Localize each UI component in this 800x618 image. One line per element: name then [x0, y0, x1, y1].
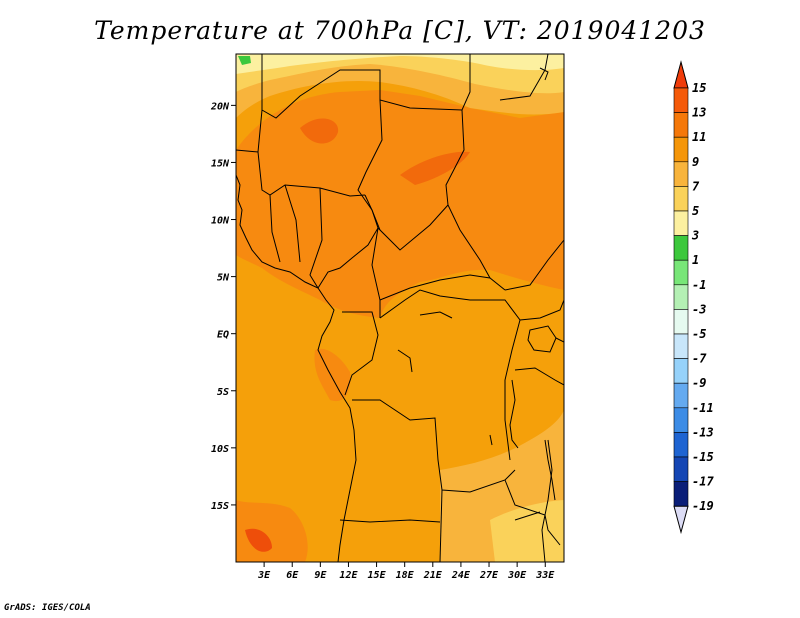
border-segment — [519, 299, 564, 321]
colorbar-box — [673, 112, 689, 138]
colorbar-box — [673, 407, 689, 433]
border-segment — [504, 239, 564, 291]
colorbar-label: 9 — [692, 155, 699, 169]
lake-malawi — [544, 439, 556, 501]
colorbar-box — [673, 309, 689, 335]
colorbar-box — [673, 210, 689, 236]
border-segment — [379, 289, 521, 461]
colorbar-box — [673, 432, 689, 458]
colorbar-label: -15 — [692, 450, 714, 464]
border-segment — [419, 311, 453, 319]
longitude-axis: 3E 6E 9E 12E 15E 18E 21E 24E 27E 30E 33E — [257, 562, 555, 581]
temperature-field — [236, 54, 564, 562]
border-segment — [541, 439, 553, 562]
border-segment — [539, 67, 549, 81]
lon-tick-label: 3E — [257, 570, 271, 581]
lat-tick-label: 15S — [211, 501, 229, 512]
colorbar-label: -13 — [692, 425, 714, 439]
colorbar-label: -3 — [692, 302, 706, 316]
border-segment — [514, 367, 564, 386]
border-segment — [317, 194, 379, 289]
colorbar-box — [673, 284, 689, 310]
lat-tick-label: 15N — [211, 158, 230, 169]
border-segment — [397, 349, 413, 373]
colorbar-box — [673, 481, 689, 507]
colorbar-label: -1 — [692, 278, 706, 292]
border-segment — [555, 337, 564, 343]
colorbar-box — [673, 87, 689, 113]
colorbar-box — [673, 161, 689, 187]
colorbar-top-triangle — [673, 60, 689, 89]
colorbar-box — [673, 136, 689, 163]
colorbar-box — [673, 358, 689, 384]
lon-tick-label: 6E — [286, 570, 299, 581]
lat-tick-label: 5N — [217, 273, 230, 284]
border-segment — [371, 227, 381, 318]
field-region-3-5-north — [236, 54, 564, 74]
lat-tick-label: 10N — [211, 216, 230, 227]
border-segment — [261, 54, 471, 119]
map-title: Temperature at 700hPa [C], VT: 201904120… — [94, 16, 706, 45]
colorbar-box — [673, 333, 689, 359]
colorbar-bottom-triangle — [673, 505, 689, 535]
lat-tick-label: EQ — [217, 330, 229, 341]
border-segment — [284, 184, 301, 263]
lat-tick-label: 20N — [210, 101, 230, 112]
colorbar-label: 13 — [692, 106, 706, 120]
country-borders — [236, 54, 564, 562]
field-region-11-13-north — [236, 90, 564, 318]
border-segment — [339, 519, 441, 523]
colorbar-box — [673, 259, 689, 286]
colorbar-label: 1 — [692, 253, 699, 267]
colorbar-box — [673, 186, 689, 212]
lon-tick-label: 15E — [368, 570, 387, 581]
border-segment — [489, 434, 493, 446]
field-region-13-15-b — [400, 151, 470, 185]
lon-tick-label: 33E — [535, 570, 555, 581]
colorbar-label: -7 — [692, 352, 707, 366]
field-region-13-15-south — [245, 528, 272, 552]
colorbar-label: -5 — [692, 327, 706, 341]
lon-tick-label: 9E — [314, 570, 327, 581]
lon-tick-label: 21E — [423, 570, 443, 581]
colorbar-box — [673, 235, 689, 261]
coastline — [236, 174, 357, 562]
colorbar: 15 13 11 9 7 5 3 1 -1 -3 -5 -7 -9 -11 -13 -15 -17 -19 — [673, 60, 714, 535]
colorbar-box — [673, 382, 689, 409]
border-segment — [269, 194, 281, 263]
border-segment — [439, 489, 443, 562]
colorbar-label: -19 — [692, 499, 714, 513]
colorbar-label: -9 — [692, 376, 706, 390]
lake-tanganyika — [509, 379, 519, 449]
colorbar-label: -17 — [692, 475, 714, 489]
lat-tick-label: 5S — [217, 387, 229, 398]
border-segment — [379, 274, 506, 301]
lon-tick-label: 12E — [339, 570, 358, 581]
colorbar-label: 15 — [692, 81, 706, 95]
colorbar-box — [673, 456, 689, 482]
grads-credit: GrADS: IGES/COLA — [4, 603, 91, 613]
border-segment — [342, 311, 379, 396]
field-region-13-15-a — [300, 118, 339, 144]
lon-tick-label: 24E — [451, 570, 471, 581]
latitude-axis: 20N 15N 10N 5N EQ 5S 10S 15S — [210, 101, 236, 512]
lon-tick-label: 27E — [479, 570, 499, 581]
lon-tick-label: 30E — [507, 570, 527, 581]
colorbar-label: 5 — [692, 204, 699, 218]
colorbar-label: 7 — [692, 179, 700, 193]
border-segment — [377, 204, 449, 251]
border-segment — [499, 54, 549, 101]
border-segment — [514, 511, 541, 521]
lon-tick-label: 18E — [396, 570, 415, 581]
colorbar-label: 3 — [691, 229, 699, 243]
colorbar-label: 11 — [692, 130, 706, 144]
colorbar-label: -11 — [692, 401, 714, 415]
field-region-1-3-north — [238, 56, 251, 65]
border-segment — [352, 399, 516, 493]
lake-victoria — [527, 325, 557, 353]
lat-tick-label: 10S — [211, 444, 229, 455]
border-segment — [309, 187, 323, 289]
map-frame — [235, 53, 565, 563]
